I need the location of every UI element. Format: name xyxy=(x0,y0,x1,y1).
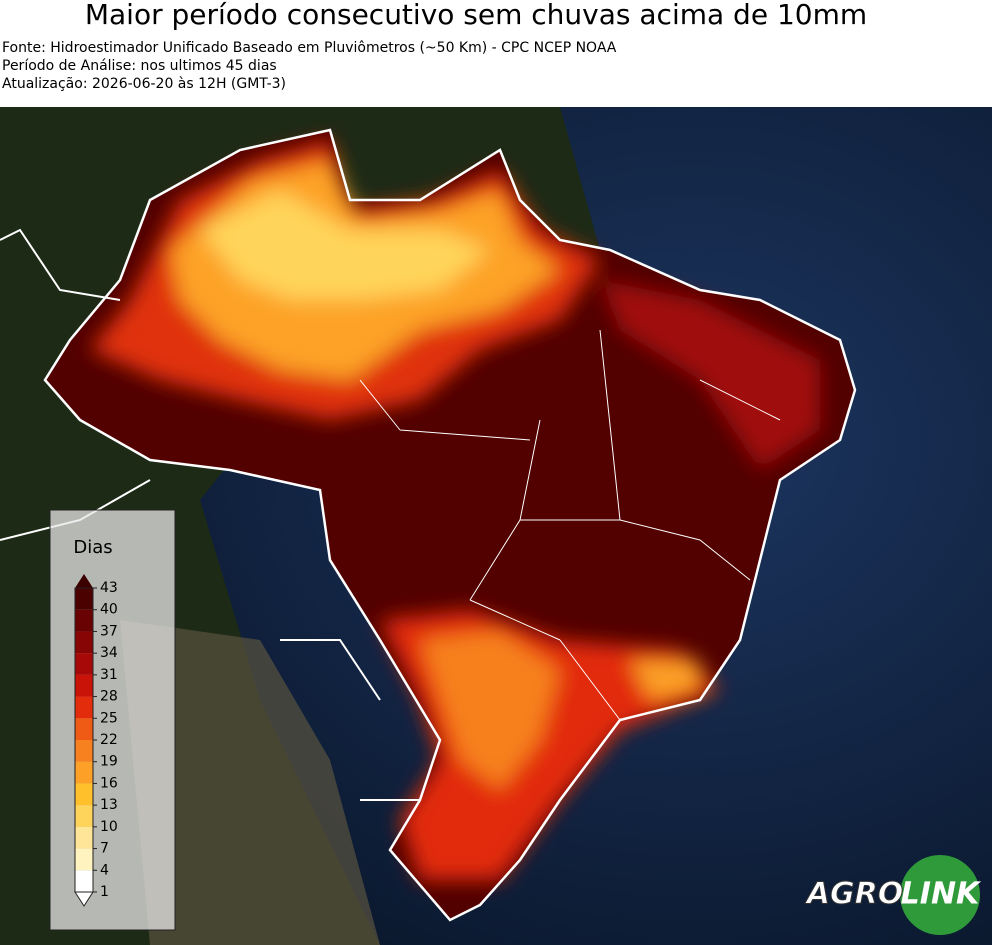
colorbar-band xyxy=(75,805,93,827)
colorbar-band xyxy=(75,718,93,740)
legend-box xyxy=(49,509,176,931)
logo-circle xyxy=(900,855,980,935)
tick-label: 13 xyxy=(100,797,118,813)
subtitle: Período de Análise: nos ultimos 45 dias xyxy=(2,58,277,74)
colorbar: 1 4 7 10 13 16 19 22 25 28 31 34 37 40 43 xyxy=(74,574,118,907)
tick-label: 22 xyxy=(100,732,118,748)
tick-label: 25 xyxy=(100,710,118,726)
colorbar-band xyxy=(75,740,93,762)
colorbar-band xyxy=(75,870,93,892)
tick-label: 19 xyxy=(100,754,118,770)
logo-text: LINK xyxy=(901,877,982,912)
colorbar-band xyxy=(75,696,93,719)
logo-text: AGRO xyxy=(805,877,903,912)
colorbar-band xyxy=(75,848,93,871)
colorbar-band xyxy=(75,631,93,654)
tick-label: 43 xyxy=(100,580,118,596)
map xyxy=(0,107,992,945)
tick-label: 40 xyxy=(100,602,118,618)
tick-label: 10 xyxy=(100,819,118,835)
title: Maior período consecutivo sem chuvas aci… xyxy=(85,0,867,31)
colorbar-band xyxy=(75,653,93,675)
tick-label: 1 xyxy=(100,884,109,900)
tick-label: 34 xyxy=(100,645,118,661)
subtitle: Fonte: Hidroestimador Unificado Baseado … xyxy=(2,40,617,56)
land xyxy=(120,620,380,945)
logo: AGRO LINK xyxy=(804,855,982,935)
colorbar-band xyxy=(75,674,93,697)
colorbar-band xyxy=(75,588,93,610)
colorbar-band xyxy=(75,761,93,784)
tick-label: 4 xyxy=(100,862,109,878)
tick-label: 31 xyxy=(100,667,118,683)
legend-title: Dias xyxy=(73,537,112,558)
tick-label: 7 xyxy=(100,841,109,857)
tick-label: 37 xyxy=(100,623,118,639)
colorbar-band xyxy=(75,783,93,806)
colorbar-extend xyxy=(75,574,93,588)
subtitle: Atualização: 2026-06-20 às 12H (GMT-3) xyxy=(2,76,286,92)
colorbar-band xyxy=(75,826,93,849)
tick-label: 16 xyxy=(100,775,118,791)
border xyxy=(43,128,857,922)
heat xyxy=(90,140,820,880)
state-border xyxy=(359,329,781,721)
colorbar-band xyxy=(75,609,93,632)
legend: Dias 1 4 7 10 13 16 19 22 25 28 31 34 37 40 43 xyxy=(49,509,176,931)
tick-label: 28 xyxy=(100,689,118,705)
